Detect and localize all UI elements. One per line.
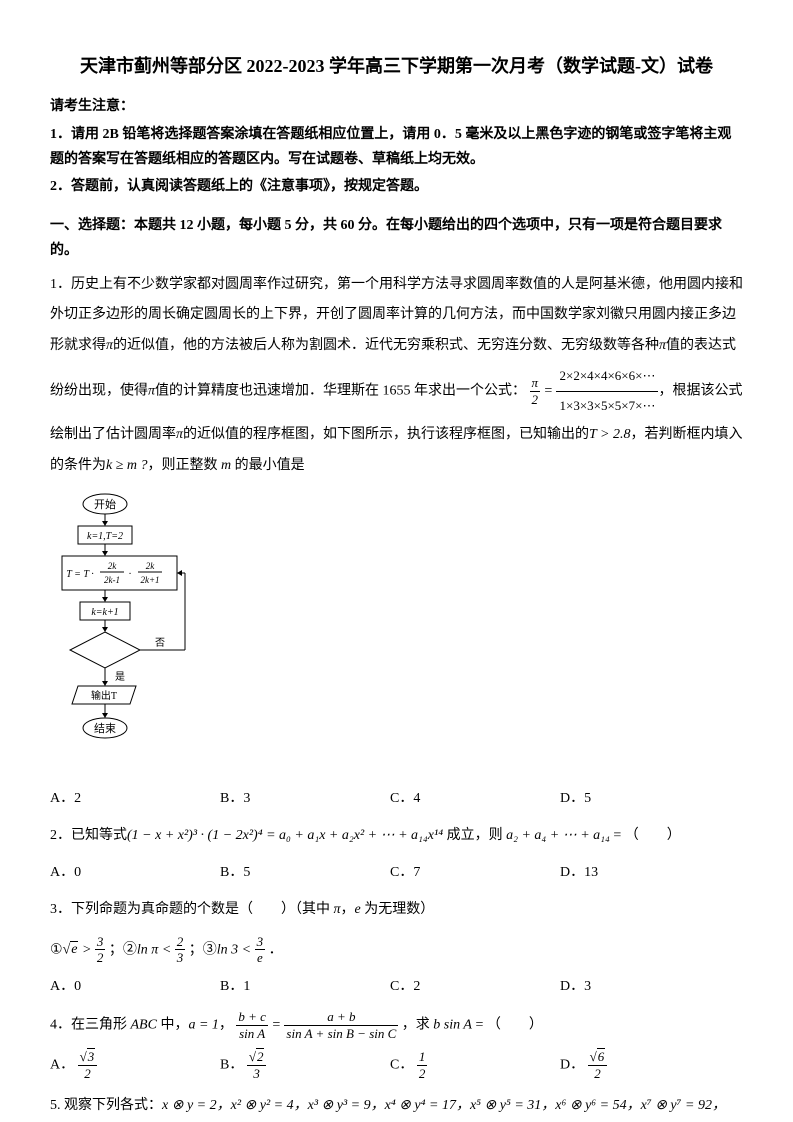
fc-output: 输出T (91, 689, 117, 702)
q4-suffix: = （ ） (472, 1017, 543, 1032)
q2-sum: a₂ + a₄ + ⋯ + a₁₄ (506, 828, 610, 843)
q5-formula: x ⊗ y = 2，x² ⊗ y² = 4，x³ ⊗ y³ = 9，x⁴ ⊗ y… (162, 1098, 726, 1113)
q1-text9: 的最小值是 (235, 458, 305, 473)
q2-opt-a: A．0 (50, 860, 220, 885)
svg-text:2k+1: 2k+1 (140, 575, 159, 585)
question-4: 4．在三角形 ABC 中，a = 1， b + csin A = a + bsi… (50, 1009, 743, 1041)
q1-pi3: π (148, 383, 155, 398)
q4-prefix: 4．在三角形 (50, 1017, 131, 1032)
q4-abc: ABC (131, 1017, 157, 1032)
q4-opt-b: B． √23 (220, 1049, 390, 1081)
fc-init: k=1,T=2 (87, 531, 123, 542)
q1-opt-c: C．4 (390, 786, 560, 811)
notice-header: 请考生注意： (50, 94, 743, 119)
q1-opt-b: B．3 (220, 786, 390, 811)
q2-opt-b: B．5 (220, 860, 390, 885)
q1-cond2: k ≥ m ? (106, 458, 148, 473)
fc-no: 否 (155, 637, 165, 649)
question-5: 5. 观察下列各式：x ⊗ y = 2，x² ⊗ y² = 4，x³ ⊗ y³ … (50, 1091, 743, 1122)
q3-item2-left: ；② (109, 942, 137, 957)
q1-options: A．2 B．3 C．4 D．5 (50, 786, 743, 811)
q4-mid1: 中， (157, 1017, 189, 1032)
notice-line2: 2．答题前，认真阅读答题纸上的《注意事项》，按规定答题。 (50, 174, 743, 199)
q3-opt-c: C．2 (390, 974, 560, 999)
q2-mid: 成立，则 (443, 828, 506, 843)
q4-comma1: ， (219, 1017, 233, 1032)
fc-start: 开始 (94, 497, 116, 511)
fc-end: 结束 (94, 722, 116, 735)
q3-options: A．0 B．1 C．2 D．3 (50, 974, 743, 999)
q4-opt-d: D． √62 (560, 1049, 730, 1081)
svg-text:·: · (128, 569, 131, 580)
question-2: 2．已知等式(1 − x + x²)³ · (1 − 2x²)⁴ = a₀ + … (50, 821, 743, 852)
notice-line1: 1．请用 2B 铅笔将选择题答案涂填在答题纸相应位置上，请用 0．5 毫米及以上… (50, 122, 743, 172)
q1-formula-right: 2×2×4×4×6×6×⋯ 1×3×3×5×5×7×⋯ (556, 362, 658, 420)
q3-comma: ， (341, 902, 355, 917)
q4-a1: a = 1 (188, 1017, 218, 1032)
q3-pi: π (334, 902, 341, 917)
q2-opt-c: C．7 (390, 860, 560, 885)
q4-comma2: ，求 (402, 1017, 434, 1032)
q1-m: m (221, 458, 231, 473)
section1-title: 一、选择题：本题共 12 小题，每小题 5 分，共 60 分。在每小题给出的四个… (50, 213, 743, 263)
q4-opt-c: C． 12 (390, 1049, 560, 1081)
svg-text:2k: 2k (108, 561, 118, 571)
q3-opt-d: D．3 (560, 974, 730, 999)
q2-prefix: 2．已知等式 (50, 828, 127, 843)
q1-pi4: π (176, 427, 183, 442)
fc-yes: 是 (115, 671, 125, 683)
q1-text4: 值的计算精度也迅速增加．华理斯在 1655 年求出一个公式： (155, 383, 526, 398)
q4-opt-a: A． √32 (50, 1049, 220, 1081)
q5-text: 5. 观察下列各式： (50, 1098, 162, 1113)
q1-text2: 的近似值，他的方法被后人称为割圆术．近代无穷乘积式、无穷连分数、无穷级数等各种 (113, 338, 659, 353)
q2-options: A．0 B．5 C．7 D．13 (50, 860, 743, 885)
q1-opt-d: D．5 (560, 786, 730, 811)
page-title: 天津市蓟州等部分区 2022-2023 学年高三下学期第一次月考（数学试题-文）… (50, 50, 743, 82)
q3-text: 3．下列命题为真命题的个数是（ ）（其中 (50, 902, 330, 917)
q4-options: A． √32 B． √23 C． 12 D． √62 (50, 1049, 743, 1081)
q3-item3-left: ；③ (189, 942, 217, 957)
q3-opt-a: A．0 (50, 974, 220, 999)
q1-pi2: π (659, 338, 666, 353)
q3-opt-b: B．1 (220, 974, 390, 999)
q3-item1-left: ① (50, 942, 63, 957)
svg-text:T = T ·: T = T · (66, 569, 94, 580)
question-3: 3．下列命题为真命题的个数是（ ）（其中 π，e 为无理数） (50, 895, 743, 926)
q1-text6: 的近似值的程序框图，如下图所示，执行该程序框图，已知输出的 (183, 427, 589, 442)
svg-text:2k-1: 2k-1 (104, 575, 120, 585)
q2-formula: (1 − x + x²)³ · (1 − 2x²)⁴ = a₀ + a₁x + … (127, 828, 443, 843)
flowchart-svg: 开始 k=1,T=2 T = T · 2k 2k-1 · 2k 2k+1 k=k… (60, 492, 200, 772)
q1-text8: ，则正整数 (148, 458, 218, 473)
q1-opt-a: A．2 (50, 786, 220, 811)
q1-cond1: T > 2.8 (589, 427, 630, 442)
fc-incr: k=k+1 (91, 607, 118, 618)
flowchart: 开始 k=1,T=2 T = T · 2k 2k-1 · 2k 2k+1 k=k… (60, 492, 743, 772)
q4-bsina: b sin A (433, 1017, 472, 1032)
q2-opt-d: D．13 (560, 860, 730, 885)
q3-text2: 为无理数） (361, 902, 435, 917)
q1-eq: = (544, 383, 557, 398)
question-1: 1．历史上有不少数学家都对圆周率作过研究，第一个用科学方法寻求圆周率数值的人是阿… (50, 270, 743, 482)
q1-formula-left: π 2 (530, 375, 541, 407)
svg-text:2k: 2k (146, 561, 156, 571)
q3-items: ①√e > 32 ；②ln π < 23 ；③ln 3 < 3e ． (50, 934, 743, 966)
q1-pi1: π (106, 338, 113, 353)
q2-suffix: = （ ） (610, 828, 681, 843)
